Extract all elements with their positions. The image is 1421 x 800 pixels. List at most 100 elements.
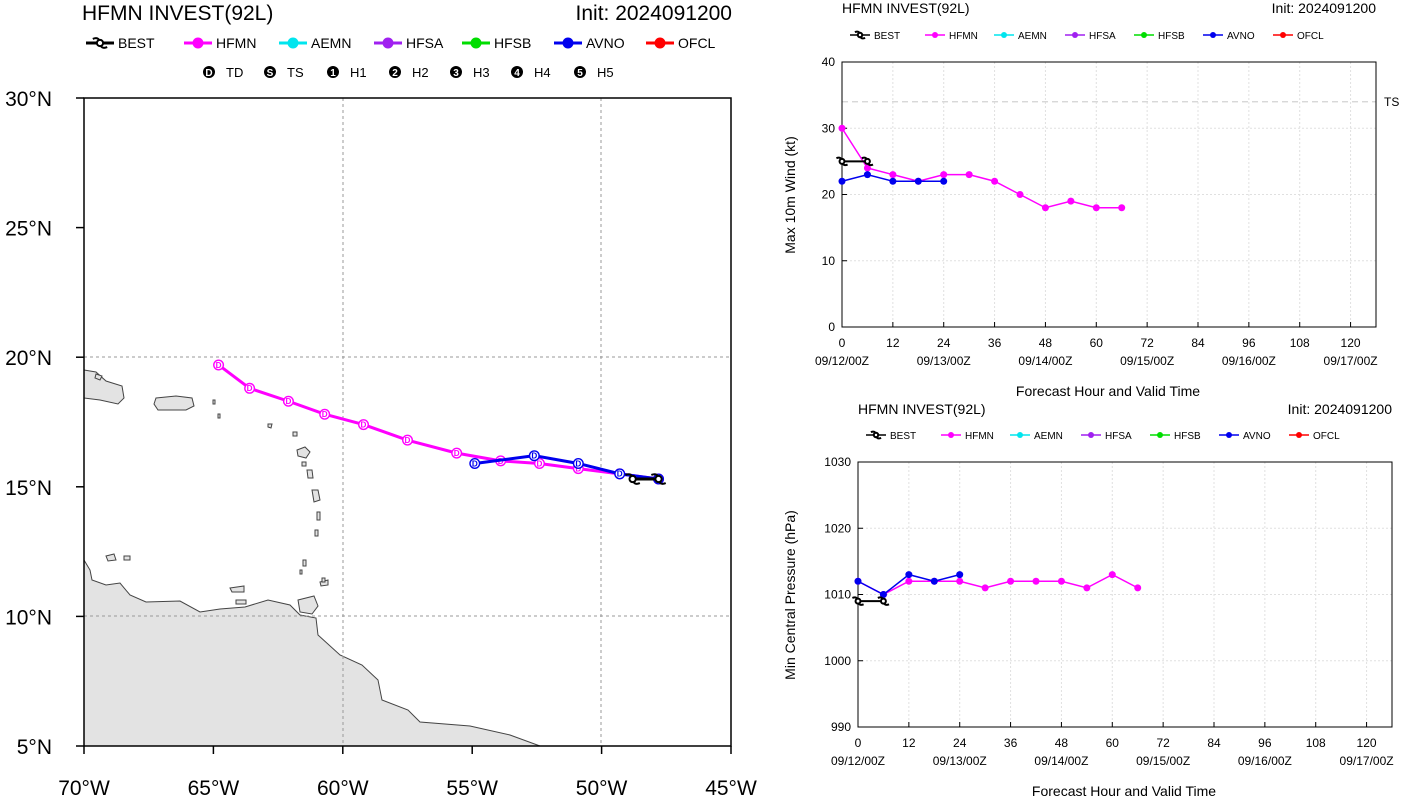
map-point-avno-ring xyxy=(528,450,540,462)
valid-time-label: 09/16/00Z xyxy=(1238,754,1292,768)
map-point-avno-ring xyxy=(469,457,481,469)
x-tick-label: 0 xyxy=(839,336,846,350)
pressure-panel: HFMN INVEST(92L) Init: 2024091200 BEST HF… xyxy=(782,401,1394,799)
map-point-hfmn-letter: D xyxy=(286,397,292,406)
y-tick-label: 0 xyxy=(828,320,835,334)
map-point-hfmn-letter: D xyxy=(322,410,328,419)
map-point-hfmn: D xyxy=(319,408,331,420)
intensity-legend-item-h5: 5 H5 xyxy=(574,65,614,80)
small-legend-label: AEMN xyxy=(1034,431,1063,442)
series-point-avno xyxy=(956,571,964,579)
small-legend-best-symbol xyxy=(854,30,866,40)
valid-time-label: 09/17/00Z xyxy=(1340,754,1394,768)
map-point-hfmn: D xyxy=(533,457,545,469)
map-x-tick-label: 65°W xyxy=(188,777,240,800)
map-point-avno-letter: D xyxy=(531,452,537,461)
small-legend-label: HFMN xyxy=(965,431,994,442)
series-point-hfmn xyxy=(863,164,871,172)
series-point-hfmn xyxy=(1041,204,1049,212)
small-legend-dot xyxy=(1141,32,1147,38)
intensity-legend-label: TD xyxy=(226,65,243,80)
x-tick-label: 12 xyxy=(902,736,916,750)
series-point-avno xyxy=(838,177,846,185)
legend-label: OFCL xyxy=(678,35,716,51)
map-point-hfmn-letter: D xyxy=(405,436,411,445)
pressure-init-label: Init: 2024091200 xyxy=(1288,401,1393,417)
y-tick-label: 30 xyxy=(822,121,836,135)
valid-time-label: 09/12/00Z xyxy=(815,354,869,368)
map-point-avno-letter: D xyxy=(472,459,478,468)
map-point-avno: D xyxy=(469,457,481,469)
wind-title: HFMN INVEST(92L) xyxy=(842,0,970,16)
small-legend-dot xyxy=(1226,432,1232,438)
series-point-hfmn xyxy=(1007,577,1015,585)
small-legend-item-avno: AVNO xyxy=(1203,31,1255,42)
map-y-tick-label: 10°N xyxy=(5,606,52,629)
x-tick-label: 120 xyxy=(1357,736,1377,750)
map-point-hfmn-ring xyxy=(402,434,414,446)
islet-land xyxy=(94,373,103,381)
valid-time-label: 09/17/00Z xyxy=(1324,354,1378,368)
map-legend-item-avno: AVNO xyxy=(554,35,625,51)
valid-time-label: 09/14/00Z xyxy=(1034,754,1088,768)
intensity-legend-item-h2: 2 H2 xyxy=(389,65,429,80)
intensity-symbol-letter: 2 xyxy=(392,68,398,79)
y-tick-label: 990 xyxy=(831,720,851,734)
x-tick-label: 108 xyxy=(1306,736,1326,750)
south-america-land xyxy=(84,559,541,746)
map-best-point xyxy=(650,473,667,485)
valid-time-label: 09/16/00Z xyxy=(1222,354,1276,368)
map-point-hfmn-ring xyxy=(533,457,545,469)
y-tick-label: 1000 xyxy=(824,654,851,668)
legend-label: HFSA xyxy=(406,35,444,51)
small-legend-dot xyxy=(948,432,954,438)
map-point-hfmn-ring xyxy=(244,382,256,394)
small-legend-dot xyxy=(1210,32,1216,38)
legend-label: HFMN xyxy=(216,35,256,51)
intensity-symbol-letter: 4 xyxy=(514,68,520,79)
x-tick-label: 72 xyxy=(1156,736,1170,750)
series-point-hfmn xyxy=(1083,584,1091,592)
map-legend-item-ofcl: OFCL xyxy=(646,35,716,51)
map-grid xyxy=(84,98,731,746)
wind-legend: BEST HFMN AEMN HFSA HFSB AVNO OFCL xyxy=(850,30,1324,42)
series-point-hfmn xyxy=(1057,577,1065,585)
legend-label: AVNO xyxy=(586,35,625,51)
trinidad-land xyxy=(297,595,319,615)
x-tick-label: 36 xyxy=(988,336,1002,350)
intensity-legend-item-h4: 4 H4 xyxy=(511,65,551,80)
map-point-avno-ring xyxy=(614,468,626,480)
x-tick-label: 12 xyxy=(886,336,900,350)
pressure-xlabel: Forecast Hour and Valid Time xyxy=(1032,783,1216,799)
series-best-point-core xyxy=(854,597,862,605)
wind-ts-label: TS xyxy=(1384,95,1399,109)
map-x-tick-label: 45°W xyxy=(705,777,757,800)
series-point-hfmn xyxy=(981,584,989,592)
legend-best-symbol xyxy=(92,37,108,49)
map-init-label: Init: 2024091200 xyxy=(576,2,732,25)
intensity-legend-label: H5 xyxy=(597,65,614,80)
map-x-tick-label: 55°W xyxy=(446,777,498,800)
small-legend-label: BEST xyxy=(890,431,916,442)
legend-swatch-dot xyxy=(192,37,204,49)
valid-time-label: 09/13/00Z xyxy=(933,754,987,768)
intensity-symbol-letter: 3 xyxy=(453,68,459,79)
pressure-plot: 0 12 24 36 48 60 72 84 96 108 120 09/12/00Z 09/13/00… xyxy=(824,455,1393,768)
map-point-hfmn-letter: D xyxy=(216,361,222,370)
intensity-legend-item-td: D TD xyxy=(203,65,243,80)
series-best-point-core xyxy=(863,157,871,165)
small-legend-label: OFCL xyxy=(1297,31,1324,42)
small-legend-dot xyxy=(1296,432,1302,438)
map-y-tick-label: 25°N xyxy=(5,218,52,241)
small-legend-item-hfsa: HFSA xyxy=(1065,31,1116,42)
map-point-avno-letter: D xyxy=(617,470,623,479)
small-legend-item-best: BEST xyxy=(866,430,916,442)
series-point-avno xyxy=(854,577,862,585)
series-point-avno xyxy=(863,171,871,179)
map-point-avno: D xyxy=(528,450,540,462)
map-point-hfmn-letter: D xyxy=(537,459,543,468)
x-tick-label: 48 xyxy=(1039,336,1053,350)
x-tick-label: 60 xyxy=(1090,336,1104,350)
map-point-hfmn: D xyxy=(282,395,294,407)
x-tick-label: 96 xyxy=(1242,336,1256,350)
